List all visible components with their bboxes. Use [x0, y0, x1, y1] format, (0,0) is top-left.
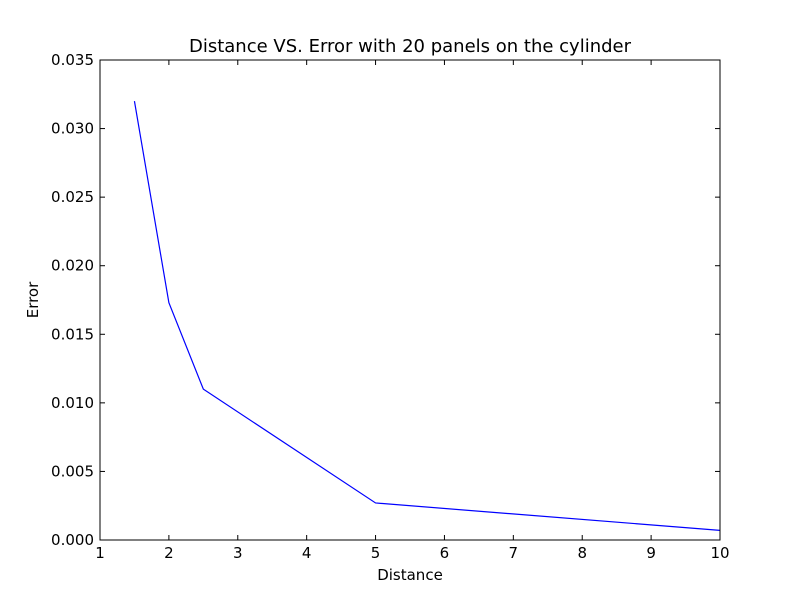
y-tick-label: 0.000 [51, 531, 94, 549]
y-axis-ticks: 0.000 0.005 0.010 0.015 0.020 0.025 0.030 0.035 [51, 51, 720, 549]
y-tick-label: 0.030 [51, 120, 94, 138]
x-tick-label: 7 [509, 544, 519, 562]
x-tick-label: 1 [95, 544, 105, 562]
x-tick-label: 6 [440, 544, 450, 562]
y-tick-label: 0.010 [51, 394, 94, 412]
y-tick-label: 0.025 [51, 188, 94, 206]
y-tick-label: 0.015 [51, 325, 94, 343]
x-tick-label: 5 [371, 544, 381, 562]
x-tick-label: 2 [164, 544, 174, 562]
y-tick-label: 0.005 [51, 462, 94, 480]
x-tick-label: 9 [646, 544, 656, 562]
x-tick-label: 3 [233, 544, 243, 562]
y-tick-label: 0.035 [51, 51, 94, 69]
plot-series-layer [133, 101, 721, 531]
x-axis-ticks: 1 2 3 4 5 6 7 8 9 10 [95, 60, 730, 562]
chart-title: Distance VS. Error with 20 panels on the… [189, 36, 632, 57]
y-axis-label: Error [24, 281, 42, 318]
x-axis-label: Distance [377, 566, 443, 584]
x-tick-label: 10 [710, 544, 729, 562]
x-tick-label: 4 [302, 544, 312, 562]
series-line-0 [133, 101, 721, 531]
x-tick-label: 8 [577, 544, 587, 562]
plot-frame [99, 59, 721, 541]
y-tick-label: 0.020 [51, 257, 94, 275]
